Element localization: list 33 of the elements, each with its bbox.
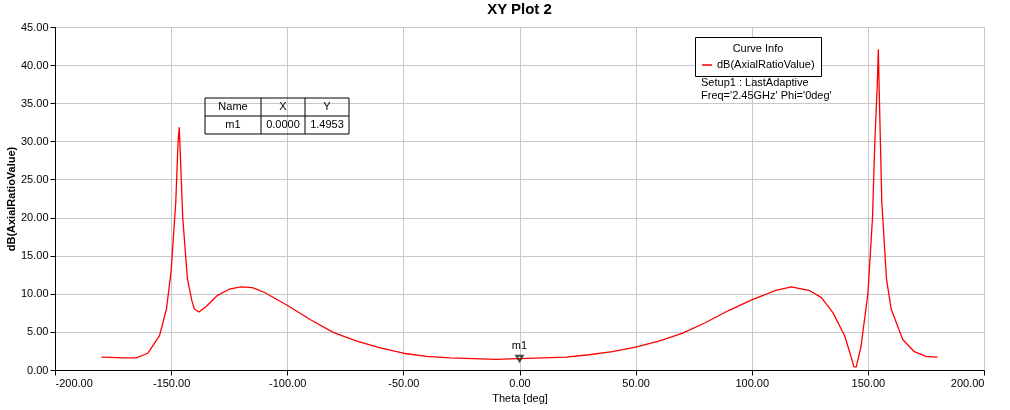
x-tick-label: 100.00 xyxy=(735,376,770,389)
x-tick-label: 150.00 xyxy=(851,376,886,389)
y-tick-label: 5.00 xyxy=(27,325,49,338)
legend-title: Curve Info xyxy=(732,42,784,54)
y-tick-label: 30.00 xyxy=(20,134,49,147)
x-axis-title: Theta [deg] xyxy=(492,391,548,404)
annotation: Y xyxy=(323,100,332,112)
x-tick-label: 50.00 xyxy=(622,376,650,389)
y-tick-label: 15.00 xyxy=(20,249,49,262)
annotation: 1.4953 xyxy=(310,118,344,130)
y-tick-label: 20.00 xyxy=(20,211,49,224)
y-tick-label: 35.00 xyxy=(20,96,49,109)
y-tick-label: 45.00 xyxy=(20,20,49,33)
chart-title: XY Plot 2 xyxy=(487,0,552,17)
y-tick-label: 10.00 xyxy=(20,287,49,300)
annotation: m1 xyxy=(511,338,528,351)
y-tick-label: 40.00 xyxy=(20,58,49,71)
y-tick-label: 0.00 xyxy=(27,363,49,376)
x-tick-label: 0.00 xyxy=(509,376,531,389)
annotation: X xyxy=(279,100,288,112)
y-tick-label: 25.00 xyxy=(20,172,49,185)
x-tick-label: -50.00 xyxy=(388,376,420,389)
legend-label: dB(AxialRatioValue) xyxy=(717,58,815,70)
x-tick-label: 200.00 xyxy=(950,376,985,389)
y-axis-title: dB(AxialRatioValue) xyxy=(4,146,17,252)
annotation: m1 xyxy=(225,118,241,130)
annotation: Setup1 : LastAdaptive xyxy=(701,76,809,88)
x-tick-label: -100.00 xyxy=(269,376,307,389)
annotation: Name xyxy=(218,100,248,112)
annotation: Freq='2.45GHz' Phi='0deg' xyxy=(701,89,832,101)
x-tick-label: -150.00 xyxy=(152,376,191,389)
x-tick-label: -200.00 xyxy=(55,376,93,389)
annotation: 0.0000 xyxy=(266,118,300,130)
